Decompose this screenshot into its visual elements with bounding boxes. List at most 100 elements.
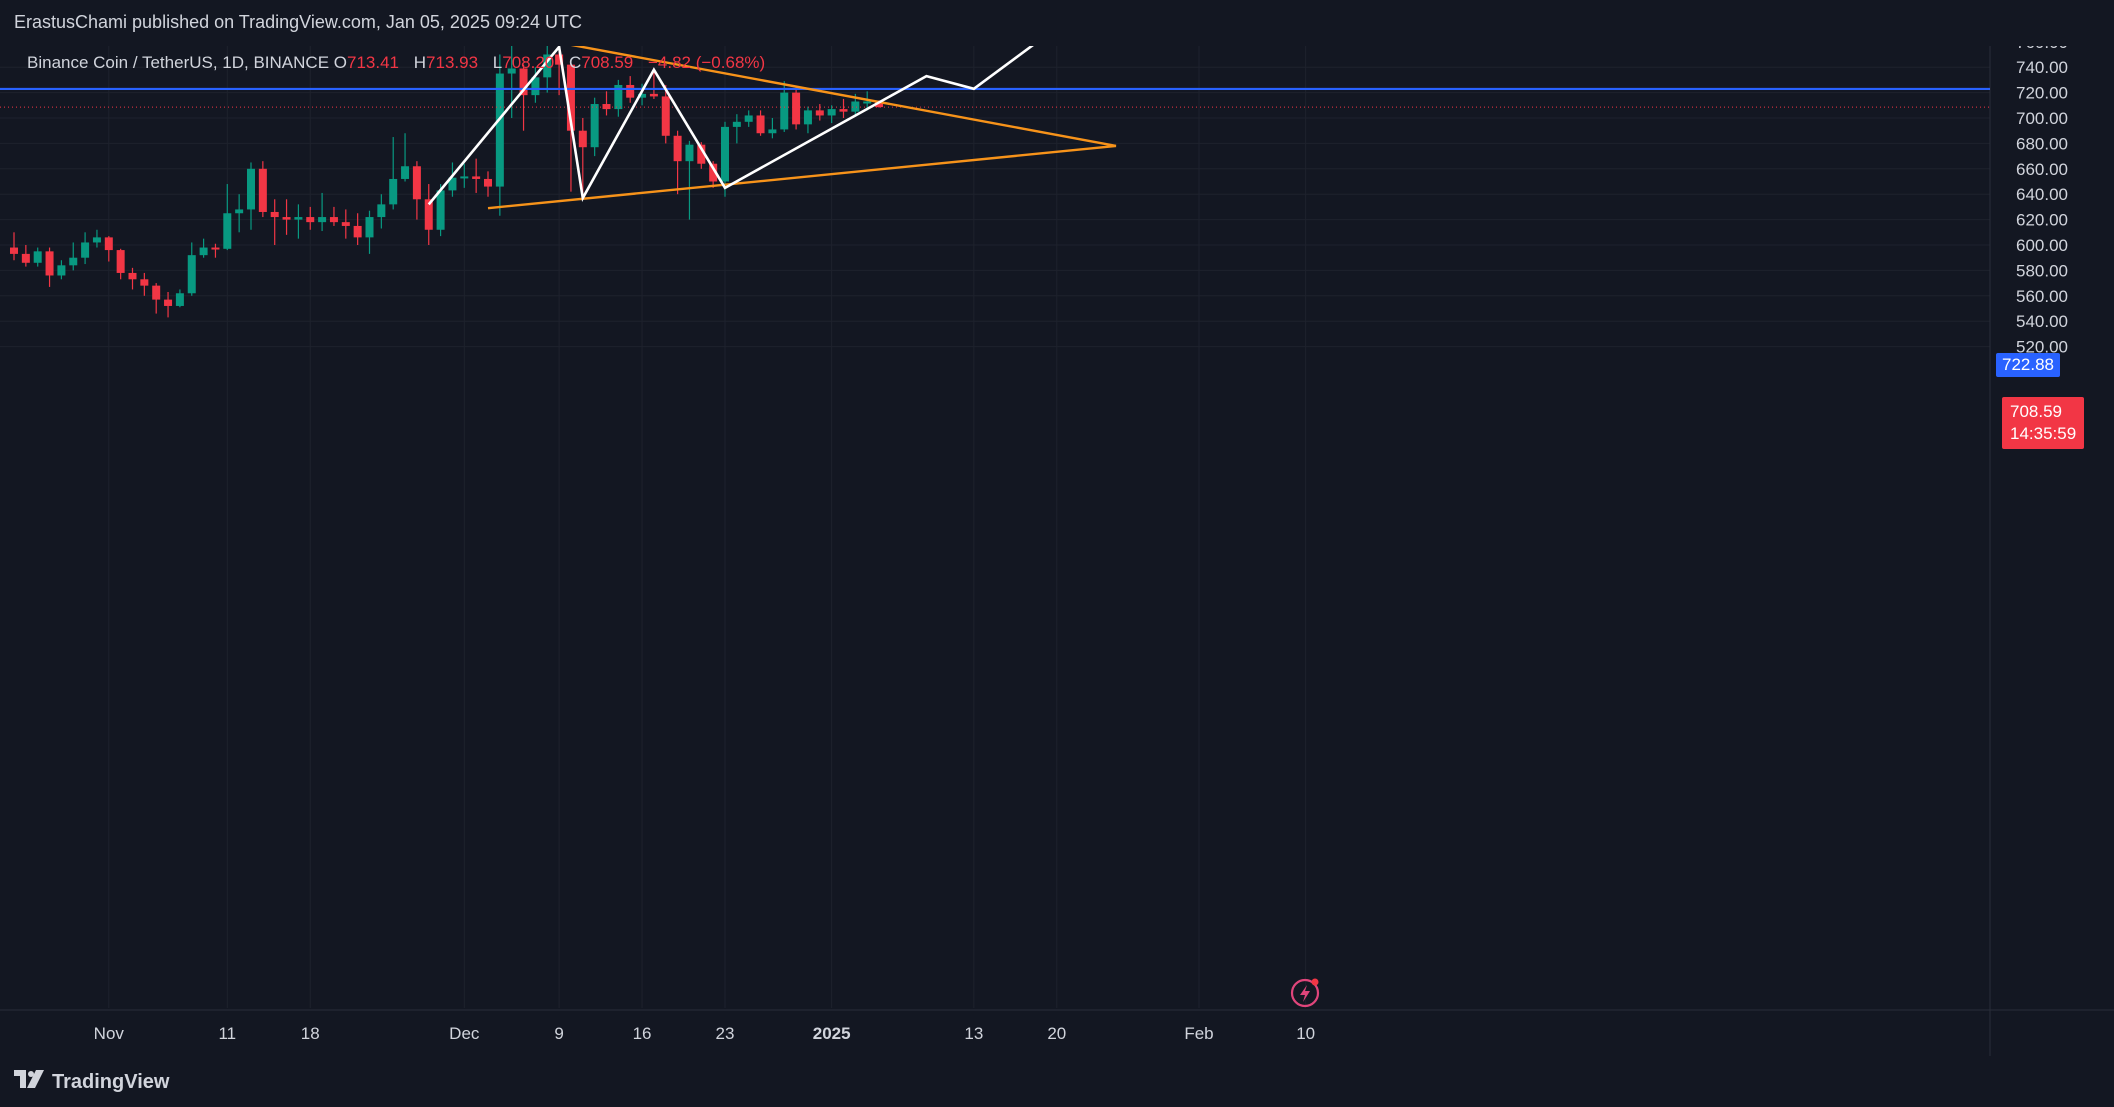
x-tick-label: Dec: [449, 1024, 480, 1043]
y-tick-label: 600.00: [2016, 236, 2068, 255]
candle-body: [803, 110, 812, 125]
candle-body: [744, 115, 753, 122]
candle-body: [10, 247, 18, 254]
candle-body: [875, 100, 884, 108]
y-tick-label: 620.00: [2016, 211, 2068, 230]
candle-body: [709, 163, 718, 182]
x-tick-label: 9: [554, 1024, 563, 1043]
y-tick-label: 540.00: [2016, 312, 2068, 331]
candle-body: [81, 242, 90, 258]
x-tick-label: 10: [1296, 1024, 1315, 1043]
publisher-text: ErastusChami published on TradingView.co…: [14, 12, 582, 32]
symbol-label: Binance Coin / TetherUS, 1D, BINANCE: [27, 53, 330, 72]
x-tick-label: 20: [1047, 1024, 1066, 1043]
candle-body: [116, 250, 125, 273]
candle-body: [140, 279, 149, 286]
low-value: 708.20: [502, 53, 555, 72]
x-tick-label: 13: [964, 1024, 983, 1043]
candle-body: [863, 101, 872, 104]
candle-body: [602, 104, 611, 110]
candle-body: [389, 178, 398, 205]
y-tick-label: 660.00: [2016, 160, 2068, 179]
x-tick-label: 2025: [813, 1024, 851, 1043]
candle-body: [484, 178, 492, 187]
y-tick-label: 520.00: [2016, 338, 2068, 357]
y-tick-label: 700.00: [2016, 109, 2068, 128]
candle-body: [792, 92, 801, 125]
candle-body: [472, 176, 481, 179]
candle-body: [329, 217, 338, 223]
candle-body: [21, 253, 30, 263]
candle-body: [649, 93, 658, 97]
candle-body: [258, 168, 267, 212]
candle-body: [780, 92, 789, 130]
last-price-tag: 708.59 14:35:59: [2002, 397, 2085, 449]
price-chart[interactable]: 820.00800.00780.00760.00740.00720.00700.…: [0, 46, 2114, 1056]
candle-body: [756, 115, 765, 134]
candle-body: [57, 265, 66, 276]
candle-body: [69, 257, 78, 266]
candle-body: [152, 285, 161, 300]
candle-body: [638, 93, 647, 98]
chart-pane[interactable]: 820.00800.00780.00760.00740.00720.00700.…: [0, 46, 2114, 1056]
candle-body: [732, 121, 741, 127]
candle-body: [851, 101, 860, 112]
x-tick-label: 18: [301, 1024, 320, 1043]
candle-body: [401, 166, 410, 179]
x-tick-label: Nov: [94, 1024, 125, 1043]
candle-body: [164, 299, 173, 306]
y-tick-label: 740.00: [2016, 58, 2068, 77]
last-price-value: 708.59: [2010, 402, 2062, 421]
candle-body: [92, 237, 101, 243]
candle-body: [697, 144, 706, 164]
brand[interactable]: TradingView: [14, 1070, 169, 1094]
brand-name: TradingView: [52, 1070, 170, 1093]
candle-body: [365, 217, 374, 238]
candle-body: [590, 104, 599, 148]
candle-body: [353, 225, 362, 238]
candle-body: [566, 64, 575, 131]
bar-countdown: 14:35:59: [2010, 424, 2077, 443]
candle-body: [495, 73, 504, 187]
candle-body: [128, 272, 137, 280]
y-tick-label: 760.00: [2016, 46, 2068, 52]
candle-body: [721, 126, 729, 182]
high-value: 713.93: [426, 53, 479, 72]
candle-body: [460, 176, 469, 179]
candle-body: [247, 168, 255, 210]
candle-body: [815, 110, 824, 116]
candle-body: [187, 255, 196, 294]
x-tick-label: 16: [633, 1024, 652, 1043]
close-label: C: [568, 53, 582, 72]
candle-body: [614, 84, 623, 110]
candle-body: [45, 251, 54, 276]
candle-body: [306, 217, 315, 223]
candle-body: [33, 251, 42, 263]
candle-body: [341, 222, 350, 226]
candle-body: [223, 213, 232, 249]
candle-body: [377, 204, 386, 218]
candle-body: [294, 217, 303, 220]
x-tick-label: Feb: [1184, 1024, 1213, 1043]
x-tick-label: 11: [218, 1024, 236, 1043]
candle-body: [448, 177, 457, 191]
lightning-icon[interactable]: [1288, 976, 1322, 1015]
footer-bar: TradingView: [0, 1056, 2114, 1107]
candle-body: [626, 84, 635, 98]
candle-body: [318, 217, 327, 223]
candle-body: [235, 209, 244, 214]
publisher-bar: ErastusChami published on TradingView.co…: [0, 0, 2114, 46]
candle-body: [519, 68, 528, 96]
level-price-tag[interactable]: 722.88: [1996, 353, 2060, 377]
candle-body: [685, 144, 694, 162]
candle-body: [412, 166, 421, 200]
y-tick-label: 560.00: [2016, 287, 2068, 306]
tradingview-logo-icon: [14, 1070, 46, 1094]
y-tick-label: 680.00: [2016, 134, 2068, 153]
candle-body: [661, 96, 670, 136]
zigzag-projection: [427, 46, 1034, 206]
change-value: −4.82 (−0.68%): [647, 53, 766, 72]
candle-body: [104, 237, 113, 251]
y-tick-label: 640.00: [2016, 185, 2068, 204]
triangle-upper-line: [570, 46, 1117, 148]
